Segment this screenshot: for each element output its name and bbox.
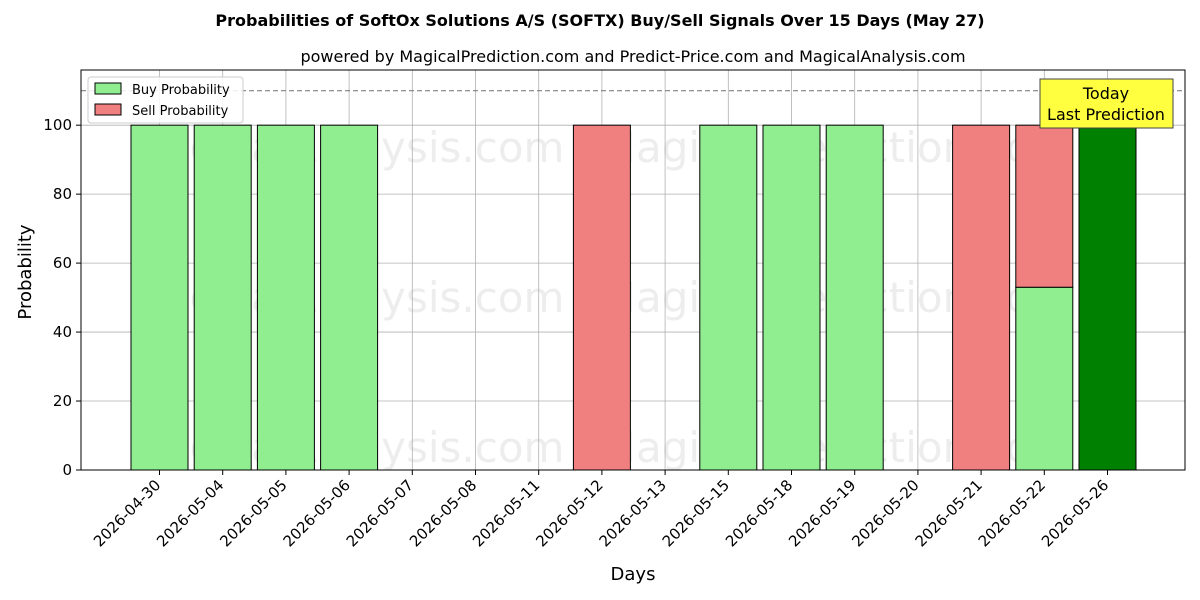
today-annotation-line2: Last Prediction (1047, 105, 1165, 124)
bar-buy (193, 124, 252, 471)
bar-buy (699, 124, 758, 471)
bar-buy (1015, 286, 1074, 471)
bars-layer (130, 124, 1137, 471)
bar-buy-today (1078, 124, 1137, 471)
today-annotation: Today Last Prediction (1039, 78, 1174, 129)
bar-buy (825, 124, 884, 471)
chart-subtitle: powered by MagicalPrediction.com and Pre… (300, 47, 965, 66)
bar-buy (256, 124, 315, 471)
today-annotation-line1: Today (1082, 84, 1129, 103)
legend-swatch-sell (94, 103, 122, 116)
y-tick-label: 40 (53, 323, 72, 341)
legend: Buy Probability Sell Probability (87, 76, 244, 124)
bar-sell (952, 124, 1011, 471)
y-tick-label: 20 (53, 392, 72, 410)
chart-title: Probabilities of SoftOx Solutions A/S (S… (215, 11, 984, 30)
y-tick-label: 0 (62, 461, 72, 479)
plot-frame (80, 69, 1186, 471)
y-tick-label: 80 (53, 185, 72, 203)
legend-label-buy: Buy Probability (132, 83, 230, 98)
y-axis-label: Probability (15, 224, 36, 319)
legend-swatch-buy (94, 82, 122, 95)
y-tick-label: 60 (53, 254, 72, 272)
legend-label-sell: Sell Probability (132, 104, 229, 119)
y-tick-label: 100 (43, 116, 72, 134)
today-annotation-box (1039, 78, 1174, 129)
bar-buy (762, 124, 821, 471)
bar-buy (130, 124, 189, 471)
bar-sell (572, 124, 631, 471)
x-axis-label: Days (611, 564, 656, 585)
legend-box (87, 76, 244, 124)
bar-sell (1015, 124, 1074, 288)
bar-buy (320, 124, 379, 471)
